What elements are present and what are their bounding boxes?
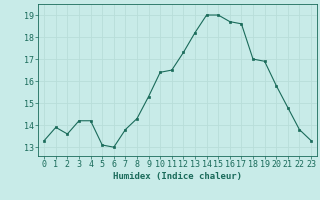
X-axis label: Humidex (Indice chaleur): Humidex (Indice chaleur)	[113, 172, 242, 181]
